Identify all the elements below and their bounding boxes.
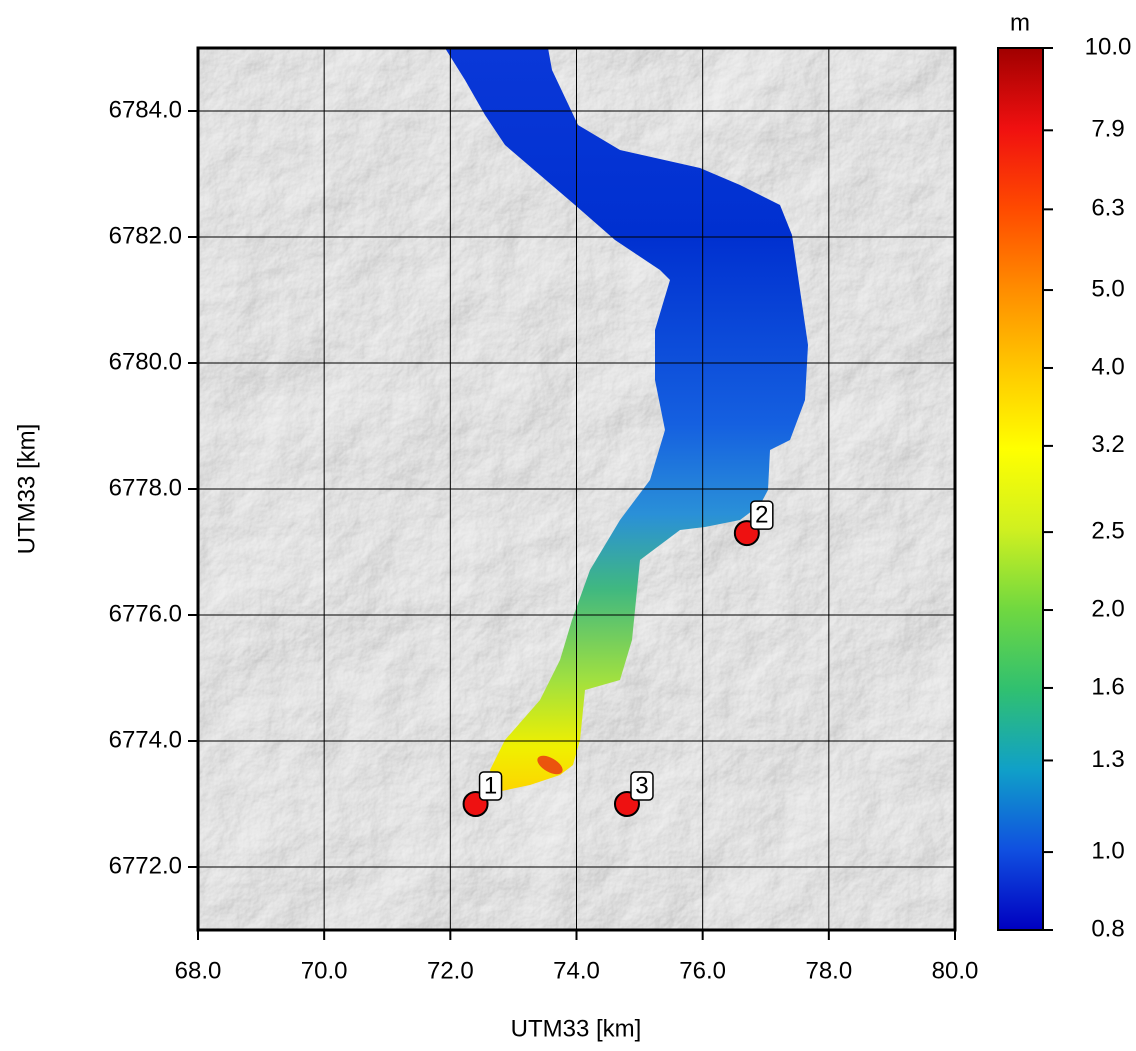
colorbar-tick-label: 1.3 <box>1091 746 1124 773</box>
colorbar-tick-label: 1.6 <box>1091 673 1124 700</box>
y-tick-label: 6784.0 <box>109 96 182 123</box>
colorbar-tick-label: 7.9 <box>1091 116 1124 143</box>
y-tick-label: 6776.0 <box>109 600 182 627</box>
x-tick-label: 80.0 <box>932 957 979 984</box>
y-tick-label: 6774.0 <box>109 726 182 753</box>
station-label: 3 <box>635 772 648 799</box>
y-tick-label: 6782.0 <box>109 222 182 249</box>
x-tick-label: 68.0 <box>175 957 222 984</box>
x-tick-label: 72.0 <box>427 957 474 984</box>
colorbar <box>998 48 1043 930</box>
colorbar-tick-label: 6.3 <box>1091 195 1124 222</box>
x-tick-label: 70.0 <box>301 957 348 984</box>
x-tick-label: 78.0 <box>805 957 852 984</box>
station-label: 2 <box>755 501 768 528</box>
colorbar-tick-label: 10.0 <box>1085 33 1132 60</box>
station-label: 1 <box>484 772 497 799</box>
colorbar-tick-label: 5.0 <box>1091 275 1124 302</box>
y-tick-label: 6780.0 <box>109 348 182 375</box>
map-figure: m UTM33 [km] UTM33 [km] 1 2 3 68.0 70.0 72.0… <box>0 0 1136 1046</box>
colorbar-tick-label: 4.0 <box>1091 353 1124 380</box>
y-tick-label: 6778.0 <box>109 474 182 501</box>
colorbar-tick-label: 1.0 <box>1091 837 1124 864</box>
x-tick-label: 76.0 <box>679 957 726 984</box>
colorbar-unit: m <box>1010 9 1030 36</box>
y-tick-label: 6772.0 <box>109 852 182 879</box>
colorbar-tick-label: 3.2 <box>1091 431 1124 458</box>
x-axis-label: UTM33 [km] <box>511 1015 642 1042</box>
colorbar-tick-label: 0.8 <box>1091 915 1124 942</box>
colorbar-tick-label: 2.5 <box>1091 517 1124 544</box>
colorbar-tick-label: 2.0 <box>1091 595 1124 622</box>
x-tick-label: 74.0 <box>553 957 600 984</box>
y-axis-label: UTM33 [km] <box>13 424 40 555</box>
